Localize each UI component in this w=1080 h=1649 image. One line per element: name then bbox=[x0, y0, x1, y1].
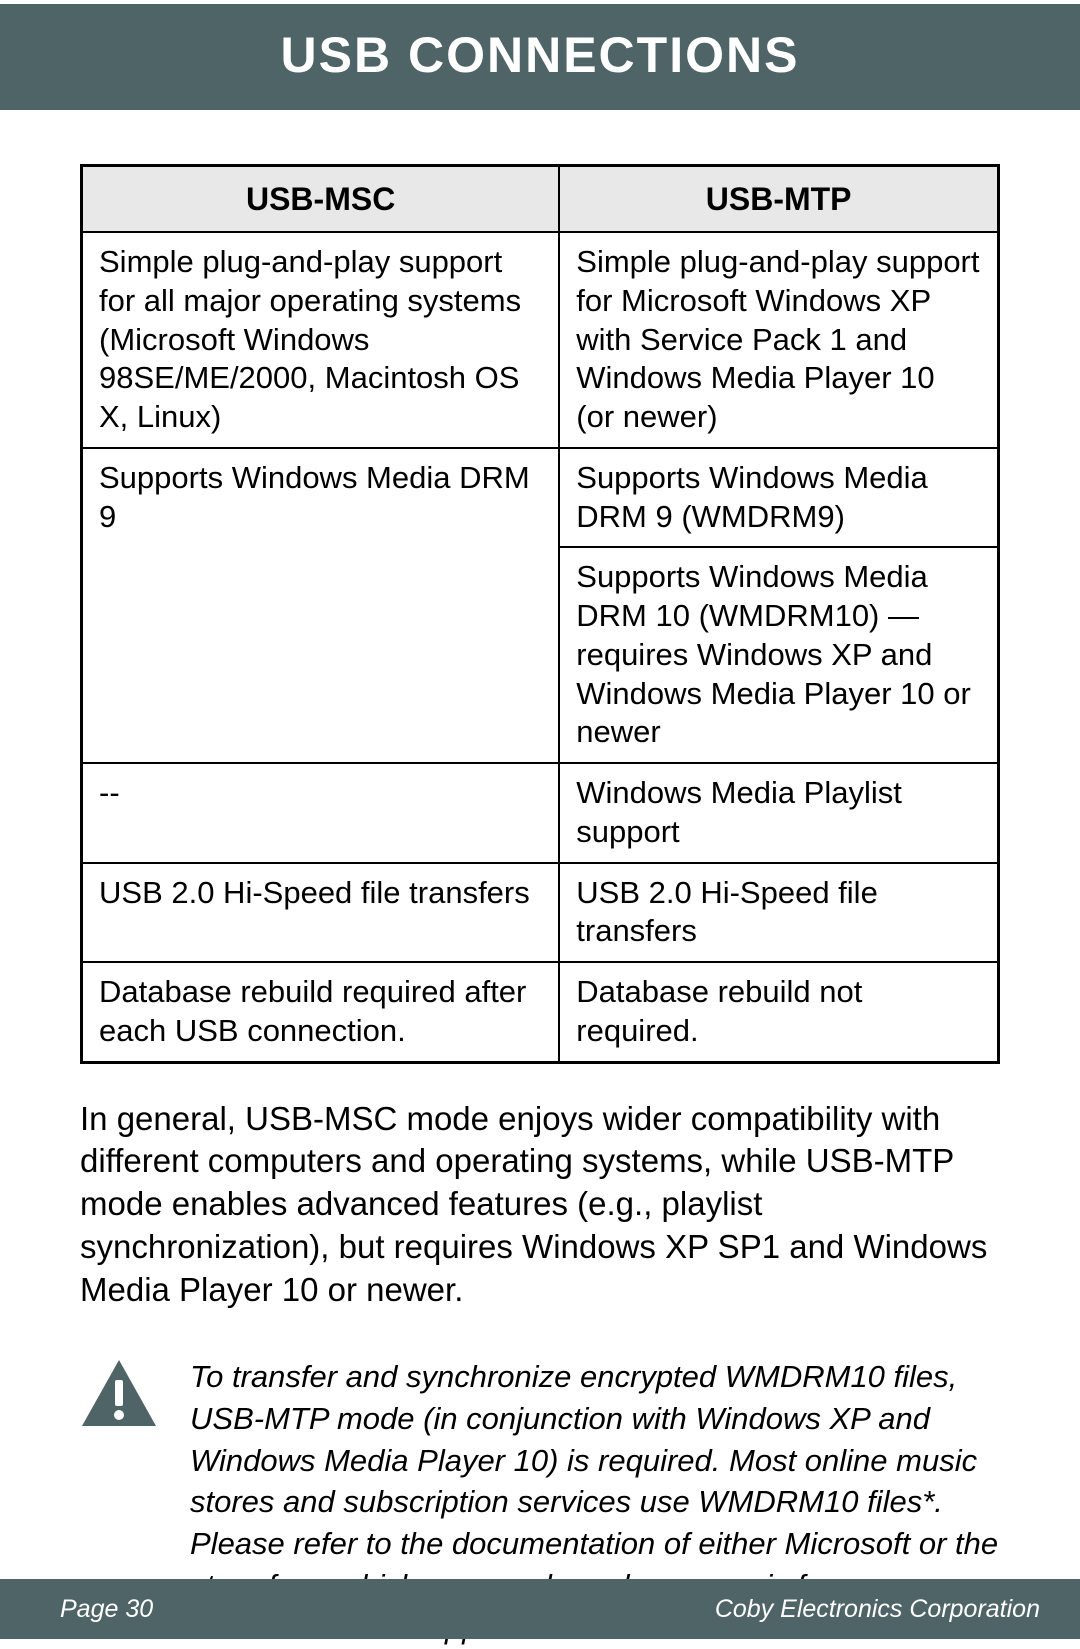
column-header-right: USB-MTP bbox=[559, 166, 998, 233]
footer: Page 30 Coby Electronics Corporation bbox=[0, 1579, 1080, 1639]
table-row: Simple plug-and-play support for all maj… bbox=[82, 232, 999, 448]
cell-left: Supports Windows Media DRM 9 bbox=[82, 448, 560, 763]
warning-icon bbox=[80, 1358, 158, 1433]
page-title: USB CONNECTIONS bbox=[0, 26, 1080, 84]
table-row: -- Windows Media Playlist support bbox=[82, 763, 999, 863]
company-name: Coby Electronics Corporation bbox=[715, 1595, 1040, 1624]
summary-paragraph: In general, USB-MSC mode enjoys wider co… bbox=[80, 1098, 1000, 1312]
cell-right: Supports Windows Media DRM 9 (WMDRM9) bbox=[559, 448, 998, 548]
comparison-table: USB-MSC USB-MTP Simple plug-and-play sup… bbox=[80, 164, 1000, 1064]
cell-right: Simple plug-and-play support for Microso… bbox=[559, 232, 998, 448]
page: USB CONNECTIONS USB-MSC USB-MTP Simple p… bbox=[0, 0, 1080, 1639]
table-row: USB 2.0 Hi-Speed file transfers USB 2.0 … bbox=[82, 863, 999, 963]
cell-left: USB 2.0 Hi-Speed file transfers bbox=[82, 863, 560, 963]
cell-right: Database rebuild not required. bbox=[559, 962, 998, 1062]
cell-left: Simple plug-and-play support for all maj… bbox=[82, 232, 560, 448]
header-band: USB CONNECTIONS bbox=[0, 0, 1080, 114]
cell-right: Supports Windows Media DRM 10 (WMDRM10) … bbox=[559, 547, 998, 763]
cell-left: -- bbox=[82, 763, 560, 863]
table-row: Database rebuild required after each USB… bbox=[82, 962, 999, 1062]
table-row: Supports Windows Media DRM 9 Supports Wi… bbox=[82, 448, 999, 548]
column-header-left: USB-MSC bbox=[82, 166, 560, 233]
page-number: Page 30 bbox=[60, 1595, 153, 1624]
cell-right: Windows Media Playlist support bbox=[559, 763, 998, 863]
cell-left: Database rebuild required after each USB… bbox=[82, 962, 560, 1062]
table-header-row: USB-MSC USB-MTP bbox=[82, 166, 999, 233]
content-area: USB-MSC USB-MTP Simple plug-and-play sup… bbox=[0, 114, 1080, 1649]
cell-right: USB 2.0 Hi-Speed file transfers bbox=[559, 863, 998, 963]
